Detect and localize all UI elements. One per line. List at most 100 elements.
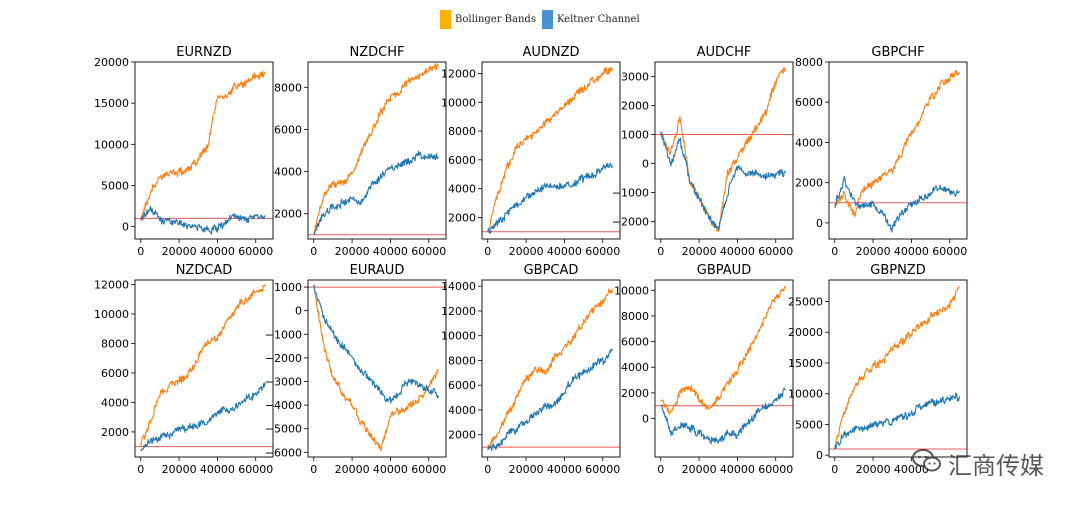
x-tick-label: 20000 (856, 245, 891, 258)
y-tick-label: 8000 (448, 354, 476, 367)
y-tick-label: 6000 (448, 154, 476, 167)
y-tick-label: −3000 (265, 375, 302, 388)
y-tick-label: 0 (816, 449, 823, 462)
y-tick-label: 2000 (795, 177, 823, 190)
x-tick-label: 40000 (373, 463, 408, 476)
y-tick-label: 12000 (441, 305, 476, 318)
x-tick-label: 60000 (585, 463, 620, 476)
chart-title: GBPAUD (697, 263, 751, 278)
x-tick-label: 60000 (238, 245, 273, 258)
legend-label-keltner: Keltner Channel (556, 13, 640, 25)
y-tick-label: 1000 (274, 281, 302, 294)
plot-area (829, 285, 967, 450)
wechat-icon (912, 448, 942, 480)
plot-frame (134, 61, 274, 240)
x-tick-label: 0 (310, 245, 317, 258)
y-tick-label: −2000 (265, 352, 302, 365)
plot-frame (654, 279, 794, 458)
y-tick-label: 12000 (94, 278, 129, 291)
legend-swatch-keltner (541, 9, 553, 29)
y-tick-label: −1000 (265, 328, 302, 341)
y-tick-label: 2000 (621, 100, 649, 113)
series-line-bollinger (487, 288, 613, 449)
y-tick-label: 4000 (621, 361, 649, 374)
plot-area (655, 67, 793, 232)
x-tick-label: 0 (484, 245, 491, 258)
x-tick-label: 40000 (200, 245, 235, 258)
series-line-keltner (487, 348, 613, 452)
x-tick-label: 40000 (720, 245, 755, 258)
y-tick-label: 8000 (274, 81, 302, 94)
y-tick-label: 4000 (274, 166, 302, 179)
x-tick-label: 40000 (547, 245, 582, 258)
x-tick-label: 0 (831, 245, 838, 258)
watermark-text: 汇商传媒 (948, 452, 1044, 480)
series-line-bollinger (834, 70, 960, 217)
y-tick-label: 4000 (448, 404, 476, 417)
x-tick-label: 20000 (335, 245, 370, 258)
y-tick-label: −4000 (265, 399, 302, 412)
series-line-bollinger (313, 63, 439, 235)
series-line-keltner (834, 175, 960, 233)
series-line-bollinger (487, 67, 613, 233)
x-tick-label: 60000 (758, 463, 793, 476)
chart-gbpcad: GBPCAD 2000 4000 6000 8000 10000 12000 14000 0 20… (441, 263, 621, 476)
series-line-keltner (313, 150, 439, 236)
y-tick-label: 0 (122, 221, 129, 234)
x-tick-label: 0 (137, 245, 144, 258)
chart-gbpchf: GBPCHF 0 2000 4000 6000 8000 0 20000 40000 60000 (795, 45, 968, 258)
chart-title: AUDCHF (697, 45, 752, 60)
chart-gbpaud: GBPAUD 0 2000 4000 6000 8000 10000 0 20000 40000 6… (614, 263, 794, 476)
series-line-keltner (834, 392, 960, 450)
x-tick-label: 60000 (758, 245, 793, 258)
y-tick-label: 1000 (621, 129, 649, 142)
y-tick-label: −6000 (265, 446, 302, 459)
y-tick-label: 8000 (621, 310, 649, 323)
y-tick-label: 6000 (448, 379, 476, 392)
y-tick-label: 0 (816, 217, 823, 230)
y-tick-label: 10000 (614, 284, 649, 297)
chart-title: GBPCHF (871, 45, 924, 60)
x-tick-label: 0 (657, 245, 664, 258)
series-line-bollinger (140, 284, 266, 447)
plot-area (135, 284, 273, 452)
y-tick-label: 10000 (441, 96, 476, 109)
legend-item-bollinger: Bollinger Bands (440, 9, 536, 29)
x-tick-label: 20000 (162, 245, 197, 258)
chart-nzdchf: NZDCHF 2000 4000 6000 8000 0 20000 40000 60000 (274, 45, 447, 258)
y-tick-label: 5000 (101, 179, 129, 192)
y-tick-label: 2000 (448, 211, 476, 224)
y-tick-label: −5000 (265, 423, 302, 436)
y-tick-label: 6000 (795, 96, 823, 109)
plot-area (135, 71, 273, 235)
y-tick-label: 15000 (788, 357, 823, 370)
x-tick-label: 0 (310, 463, 317, 476)
x-tick-label: 40000 (894, 463, 929, 476)
series-line-keltner (660, 131, 786, 231)
x-tick-label: 0 (831, 463, 838, 476)
y-tick-label: 10000 (788, 388, 823, 401)
chart-euraud: EURAUD −6000 −5000 −4000 −3000 −2000 −1000 0 100… (265, 263, 447, 476)
y-tick-label: 0 (642, 413, 649, 426)
x-tick-label: 60000 (238, 463, 273, 476)
y-tick-label: 4000 (101, 396, 129, 409)
y-tick-label: 12000 (441, 68, 476, 81)
plot-frame (481, 279, 621, 458)
chart-title: GBPCAD (524, 263, 579, 278)
plot-frame (828, 61, 968, 240)
chart-title: NZDCHF (350, 45, 405, 60)
plot-area (829, 70, 967, 233)
x-tick-label: 40000 (373, 245, 408, 258)
legend-label-bollinger: Bollinger Bands (455, 13, 536, 25)
chart-audnzd: AUDNZD 2000 4000 6000 8000 10000 12000 0 20000 40… (441, 45, 621, 258)
series-line-bollinger (834, 285, 960, 450)
plot-frame (828, 279, 968, 458)
x-tick-label: 40000 (200, 463, 235, 476)
y-tick-label: 4000 (795, 136, 823, 149)
y-tick-label: 2000 (448, 429, 476, 442)
chart-title: EURNZD (176, 45, 231, 60)
series-line-bollinger (140, 71, 266, 221)
x-tick-label: 40000 (720, 463, 755, 476)
x-tick-label: 20000 (682, 245, 717, 258)
